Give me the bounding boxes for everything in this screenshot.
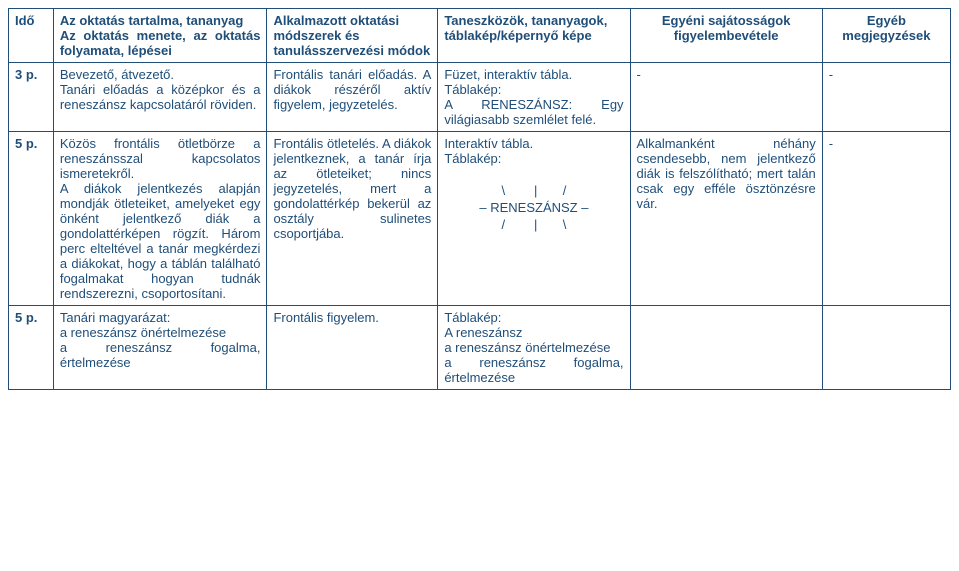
table-row: 5 p. Közös frontális ötletbörze a renesz…: [9, 132, 951, 306]
col-header-megjegyzesek: Egyéb megjegyzések: [822, 9, 950, 63]
diagram-line: \ | /: [502, 183, 567, 198]
col-header-taneszkozok: Taneszközök, tananyagok, táblakép/képern…: [438, 9, 630, 63]
cell-taneszkozok: Füzet, interaktív tábla.Táblakép:A RENES…: [438, 63, 630, 132]
col-header-sajatossagok: Egyéni sajátosságok figyelembevétele: [630, 9, 822, 63]
cell-megjegyzesek: [822, 306, 950, 390]
mindmap-diagram: \ | / – RENESZÁNSZ – / | \: [444, 166, 623, 250]
cell-ido: 5 p.: [9, 132, 54, 306]
cell-megjegyzesek: -: [822, 132, 950, 306]
table-row: 5 p. Tanári magyarázat:a reneszánsz önér…: [9, 306, 951, 390]
cell-modszerek: Frontális figyelem.: [267, 306, 438, 390]
col-header-tartalom: Az oktatás tartalma, tananyagAz oktatás …: [53, 9, 267, 63]
diagram-center: – RENESZÁNSZ –: [479, 200, 588, 215]
cell-taneszkozok: Táblakép:A reneszánsza reneszánsz önérte…: [438, 306, 630, 390]
lesson-plan-table: Idő Az oktatás tartalma, tananyagAz okta…: [8, 8, 951, 390]
cell-sajatossagok: [630, 306, 822, 390]
cell-tartalom: Bevezető, átvezető.Tanári előadás a közé…: [53, 63, 267, 132]
cell-modszerek: Frontális ötletelés. A diákok jelentkezn…: [267, 132, 438, 306]
cell-megjegyzesek: -: [822, 63, 950, 132]
diagram-line: / | \: [502, 217, 567, 232]
taneszkozok-text: Interaktív tábla.Táblakép:: [444, 136, 623, 166]
col-header-ido: Idő: [9, 9, 54, 63]
col-header-modszerek: Alkalmazott oktatási módszerek és tanulá…: [267, 9, 438, 63]
cell-modszerek: Frontális tanári előadás. A diákok részé…: [267, 63, 438, 132]
cell-tartalom: Közös frontális ötletbörze a reneszánssz…: [53, 132, 267, 306]
cell-tartalom: Tanári magyarázat:a reneszánsz önértelme…: [53, 306, 267, 390]
cell-sajatossagok: Alkalmanként néhány csendesebb, nem jele…: [630, 132, 822, 306]
table-header-row: Idő Az oktatás tartalma, tananyagAz okta…: [9, 9, 951, 63]
cell-ido: 5 p.: [9, 306, 54, 390]
cell-taneszkozok: Interaktív tábla.Táblakép: \ | / – RENES…: [438, 132, 630, 306]
cell-ido: 3 p.: [9, 63, 54, 132]
table-row: 3 p. Bevezető, átvezető.Tanári előadás a…: [9, 63, 951, 132]
cell-sajatossagok: -: [630, 63, 822, 132]
